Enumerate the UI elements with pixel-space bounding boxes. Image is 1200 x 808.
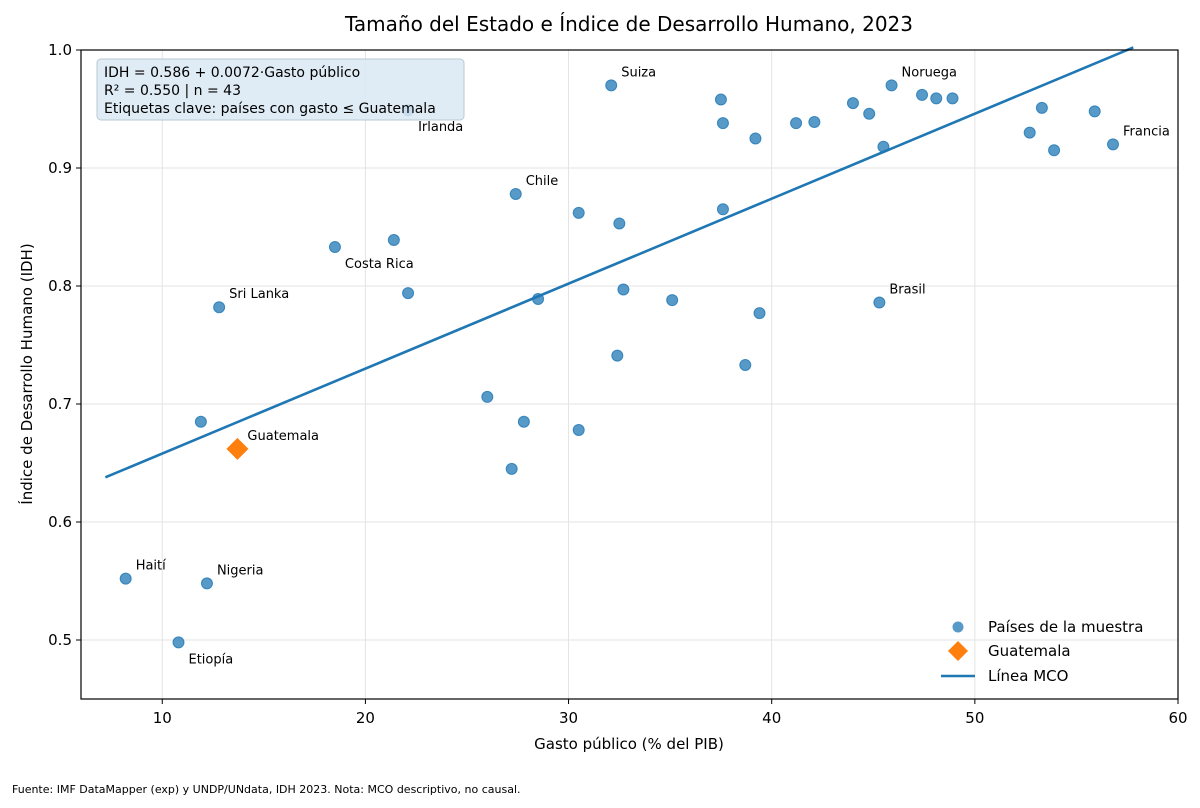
y-tick-label: 1.0 [48,41,72,59]
data-point [739,359,752,372]
y-tick-label: 0.8 [48,277,72,295]
data-point [916,88,929,101]
x-tick-label: 50 [965,709,984,727]
data-point [790,117,803,130]
point-label: Chile [526,174,559,189]
x-tick-label: 20 [356,709,375,727]
data-point [481,390,494,403]
point-label: Costa Rica [345,257,414,272]
x-axis-label: Gasto público (% del PIB) [534,735,724,753]
data-point [666,294,679,307]
point-label: Brasil [889,283,925,298]
y-tick-label: 0.6 [48,513,72,531]
data-point [509,187,522,200]
y-tick-label: 0.9 [48,159,72,177]
data-point [617,283,630,296]
legend-marker-circle [952,621,964,633]
y-tick-label: 0.7 [48,395,72,413]
x-tick-label: 40 [762,709,781,727]
chart-title: Tamaño del Estado e Índice de Desarrollo… [344,12,913,36]
data-point [946,92,959,105]
legend-marker-diamond [948,641,968,661]
point-label: Etiopía [189,652,234,667]
data-point [877,140,890,153]
stats-box [96,58,465,121]
data-point [753,307,766,320]
data-point [1088,105,1101,118]
data-point [119,572,132,585]
point-label: Noruega [902,65,957,80]
point-label: Nigeria [217,563,264,578]
point-label: Irlanda [418,120,463,135]
source-note: Fuente: IMF DataMapper (exp) y UNDP/UNda… [12,783,521,796]
y-tick-label: 0.5 [48,631,72,649]
data-point [714,93,727,106]
x-tick-label: 30 [559,709,578,727]
data-point [572,423,585,436]
data-point [716,117,729,130]
legend-label: Países de la muestra [988,618,1143,636]
guatemala-point [226,437,249,460]
data-point [611,349,624,362]
legend-label: Guatemala [988,642,1071,660]
data-point [517,415,530,428]
data-point [1048,144,1061,157]
x-tick-label: 10 [153,709,172,727]
data-point [1023,126,1036,139]
data-point [808,115,821,128]
data-point [716,203,729,216]
x-tick-label: 60 [1168,709,1187,727]
stats-line: Etiquetas clave: países con gasto ≤ Guat… [104,101,436,117]
data-point [863,107,876,120]
data-point [200,577,213,590]
point-label: Francia [1123,124,1170,139]
data-point [885,79,898,92]
legend-label: Línea MCO [988,667,1068,685]
data-point [930,92,943,105]
point-label: Suiza [621,65,656,80]
data-point [613,217,626,230]
data-point [532,292,545,305]
point-label: Guatemala [247,429,319,444]
regression-line [104,46,1134,479]
data-point [846,97,859,110]
data-point [1035,101,1048,114]
point-label: Haití [136,559,166,574]
data-point [194,415,207,428]
data-point [402,287,415,300]
data-point [873,296,886,309]
data-point [213,301,226,314]
data-point [572,206,585,219]
data-point [1106,138,1119,151]
stats-line: R² = 0.550 | n = 43 [104,83,241,99]
data-point [387,233,400,246]
data-point [749,132,762,145]
data-point [328,241,341,254]
plot-frame [80,49,1179,700]
data-point [505,462,518,475]
data-point [172,636,185,649]
y-axis-label: Índice de Desarrollo Humano (IDH) [17,243,36,504]
stats-line: IDH = 0.586 + 0.0072·Gasto público [104,65,360,81]
grid [81,49,1179,699]
point-label: Sri Lanka [229,287,289,302]
data-point [605,79,618,92]
